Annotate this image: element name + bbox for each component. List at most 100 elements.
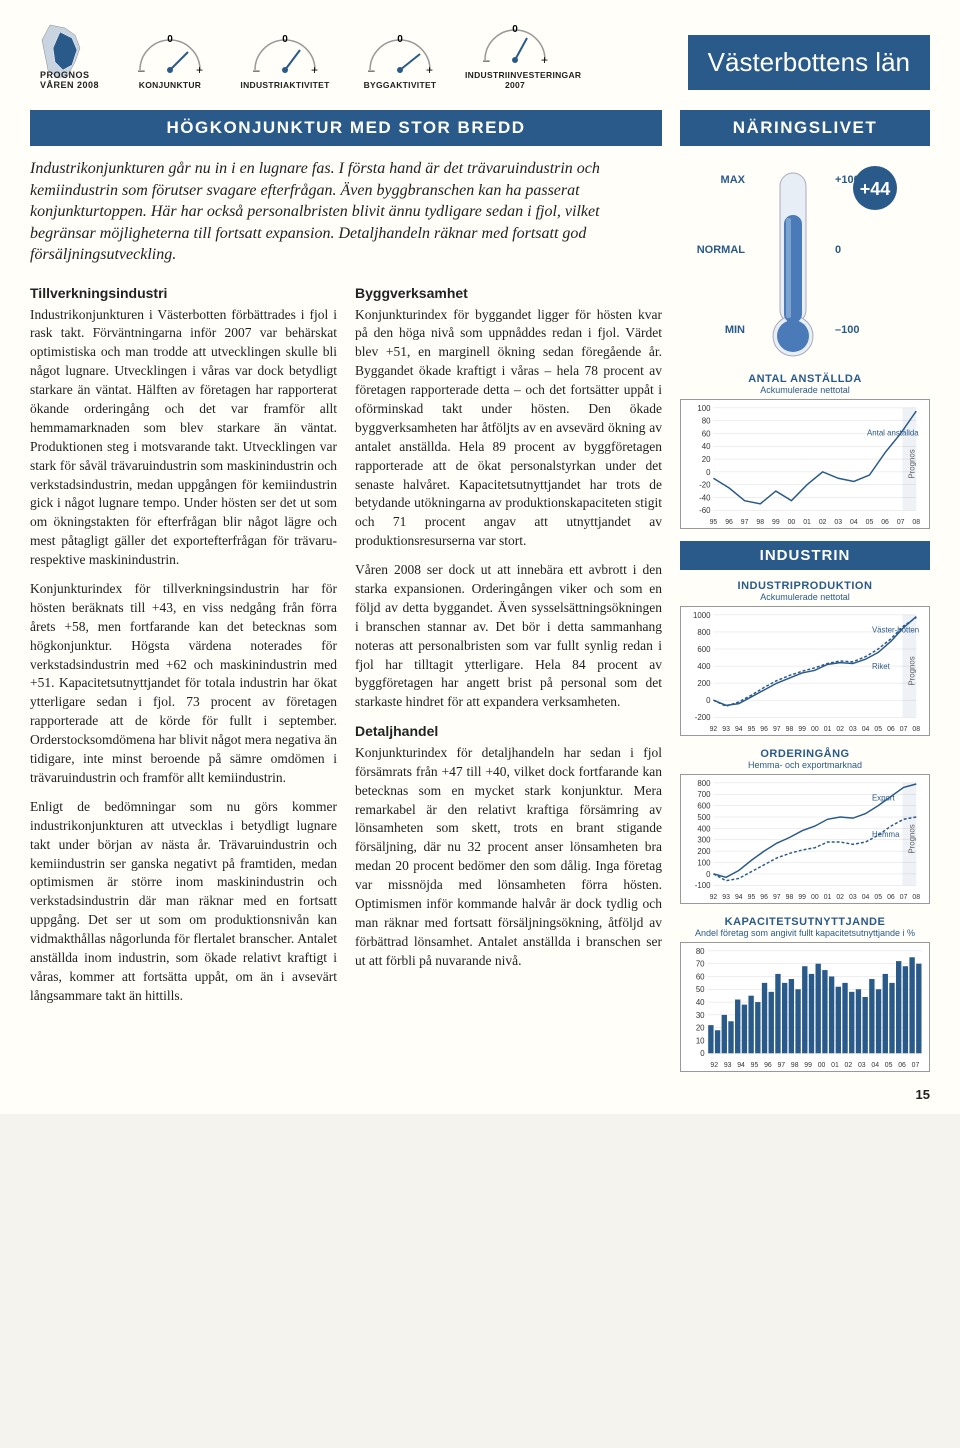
svg-text:-40: -40 [699, 493, 711, 502]
svg-text:07: 07 [897, 519, 905, 526]
svg-text:01: 01 [824, 894, 832, 901]
chart1-sub: Ackumulerade nettotal [680, 385, 930, 395]
column-right: Byggverksamhet Konjunkturindex för bygga… [355, 284, 662, 1084]
svg-text:100: 100 [697, 404, 711, 413]
svg-text:06: 06 [898, 1062, 906, 1069]
svg-text:00: 00 [811, 726, 819, 733]
svg-text:800: 800 [697, 779, 711, 788]
column-left: Tillverkningsindustri Industrikonjunktur… [30, 284, 337, 1084]
svg-text:20: 20 [702, 455, 711, 464]
svg-text:1000: 1000 [693, 611, 711, 620]
svg-text:93: 93 [724, 1062, 732, 1069]
chart2-title: INDUSTRIPRODUKTION [680, 580, 930, 592]
svg-text:01: 01 [824, 726, 832, 733]
svg-text:94: 94 [735, 894, 743, 901]
svg-text:–: – [138, 63, 145, 75]
chart4: 8070605040302010092939495969798990001020… [680, 942, 930, 1072]
svg-text:+: + [541, 53, 548, 65]
svg-text:98: 98 [791, 1062, 799, 1069]
svg-text:07: 07 [900, 726, 908, 733]
svg-text:96: 96 [760, 894, 768, 901]
svg-text:60: 60 [696, 972, 705, 981]
svg-text:99: 99 [798, 726, 806, 733]
svg-text:80: 80 [696, 947, 705, 956]
col1-p1: Industrikonjunkturen i Västerbotten förb… [30, 306, 337, 570]
svg-text:03: 03 [834, 519, 842, 526]
svg-text:00: 00 [818, 1062, 826, 1069]
svg-text:97: 97 [773, 894, 781, 901]
svg-text:0: 0 [512, 24, 518, 35]
svg-text:200: 200 [697, 679, 711, 688]
svg-text:400: 400 [697, 662, 711, 671]
svg-text:96: 96 [764, 1062, 772, 1069]
col2-p2: Våren 2008 ser dock ut att innebära ett … [355, 561, 662, 712]
svg-text:04: 04 [862, 726, 870, 733]
col1-h1: Tillverkningsindustri [30, 284, 337, 304]
svg-text:05: 05 [885, 1062, 893, 1069]
svg-text:40: 40 [696, 998, 705, 1007]
svg-text:05: 05 [866, 519, 874, 526]
svg-text:98: 98 [786, 894, 794, 901]
svg-text:02: 02 [836, 726, 844, 733]
svg-text:97: 97 [741, 519, 749, 526]
svg-text:500: 500 [697, 813, 711, 822]
svg-text:0: 0 [282, 34, 288, 45]
svg-text:800: 800 [697, 628, 711, 637]
col2-p3: Konjunkturindex för detaljhandeln har se… [355, 744, 662, 971]
svg-text:NORMAL: NORMAL [697, 244, 746, 256]
svg-text:95: 95 [751, 1062, 759, 1069]
svg-text:0: 0 [706, 696, 711, 705]
svg-text:600: 600 [697, 645, 711, 654]
chart3: 8007006005004003002001000-10092939495969… [680, 774, 930, 904]
svg-text:95: 95 [710, 519, 718, 526]
svg-text:700: 700 [697, 790, 711, 799]
svg-text:Riket: Riket [872, 662, 891, 671]
header-row: PROGNOS VÅREN 2008 0–+ KONJUNKTUR 0–+ IN… [30, 20, 930, 90]
svg-text:-20: -20 [699, 481, 711, 490]
chart1-title: ANTAL ANSTÄLLDA [680, 373, 930, 385]
svg-text:02: 02 [836, 894, 844, 901]
svg-text:Hemma: Hemma [872, 830, 900, 839]
chart2-sub: Ackumulerade nettotal [680, 592, 930, 602]
svg-text:60: 60 [702, 429, 711, 438]
svg-text:+44: +44 [860, 179, 891, 199]
page-number: 15 [916, 1087, 930, 1102]
svg-text:–: – [253, 63, 260, 75]
svg-text:03: 03 [858, 1062, 866, 1069]
prognose-label: PROGNOS VÅREN 2008 [40, 70, 120, 90]
svg-text:07: 07 [900, 894, 908, 901]
col2-h1: Byggverksamhet [355, 284, 662, 304]
svg-text:–: – [368, 63, 375, 75]
svg-text:400: 400 [697, 824, 711, 833]
svg-text:70: 70 [696, 960, 705, 969]
chart3-title: ORDERINGÅNG [680, 748, 930, 760]
svg-text:93: 93 [722, 894, 730, 901]
svg-text:02: 02 [845, 1062, 853, 1069]
gauge-invest: 0–+ INDUSTRIINVESTERINGAR 2007 [465, 20, 565, 90]
svg-text:0: 0 [700, 1049, 705, 1058]
svg-text:95: 95 [748, 894, 756, 901]
svg-text:-60: -60 [699, 506, 711, 515]
intro-text: Industrikonjunkturen går nu in i en lugn… [30, 158, 662, 266]
svg-text:10: 10 [696, 1036, 705, 1045]
svg-text:04: 04 [850, 519, 858, 526]
svg-text:93: 93 [722, 726, 730, 733]
svg-text:96: 96 [760, 726, 768, 733]
svg-text:0: 0 [397, 34, 403, 45]
chart2: 10008006004002000-2009293949596979899000… [680, 606, 930, 736]
svg-text:06: 06 [881, 519, 889, 526]
svg-text:07: 07 [912, 1062, 920, 1069]
svg-text:05: 05 [874, 726, 882, 733]
svg-text:98: 98 [756, 519, 764, 526]
svg-text:99: 99 [772, 519, 780, 526]
svg-text:03: 03 [849, 726, 857, 733]
svg-text:MIN: MIN [725, 324, 745, 336]
svg-text:06: 06 [887, 726, 895, 733]
svg-text:0: 0 [835, 244, 841, 256]
svg-text:02: 02 [819, 519, 827, 526]
svg-text:95: 95 [748, 726, 756, 733]
svg-text:0: 0 [706, 468, 711, 477]
svg-text:94: 94 [737, 1062, 745, 1069]
svg-text:+: + [426, 63, 433, 75]
thermometer: MAX NORMAL MIN +100 0 –100 +44 [680, 158, 930, 358]
